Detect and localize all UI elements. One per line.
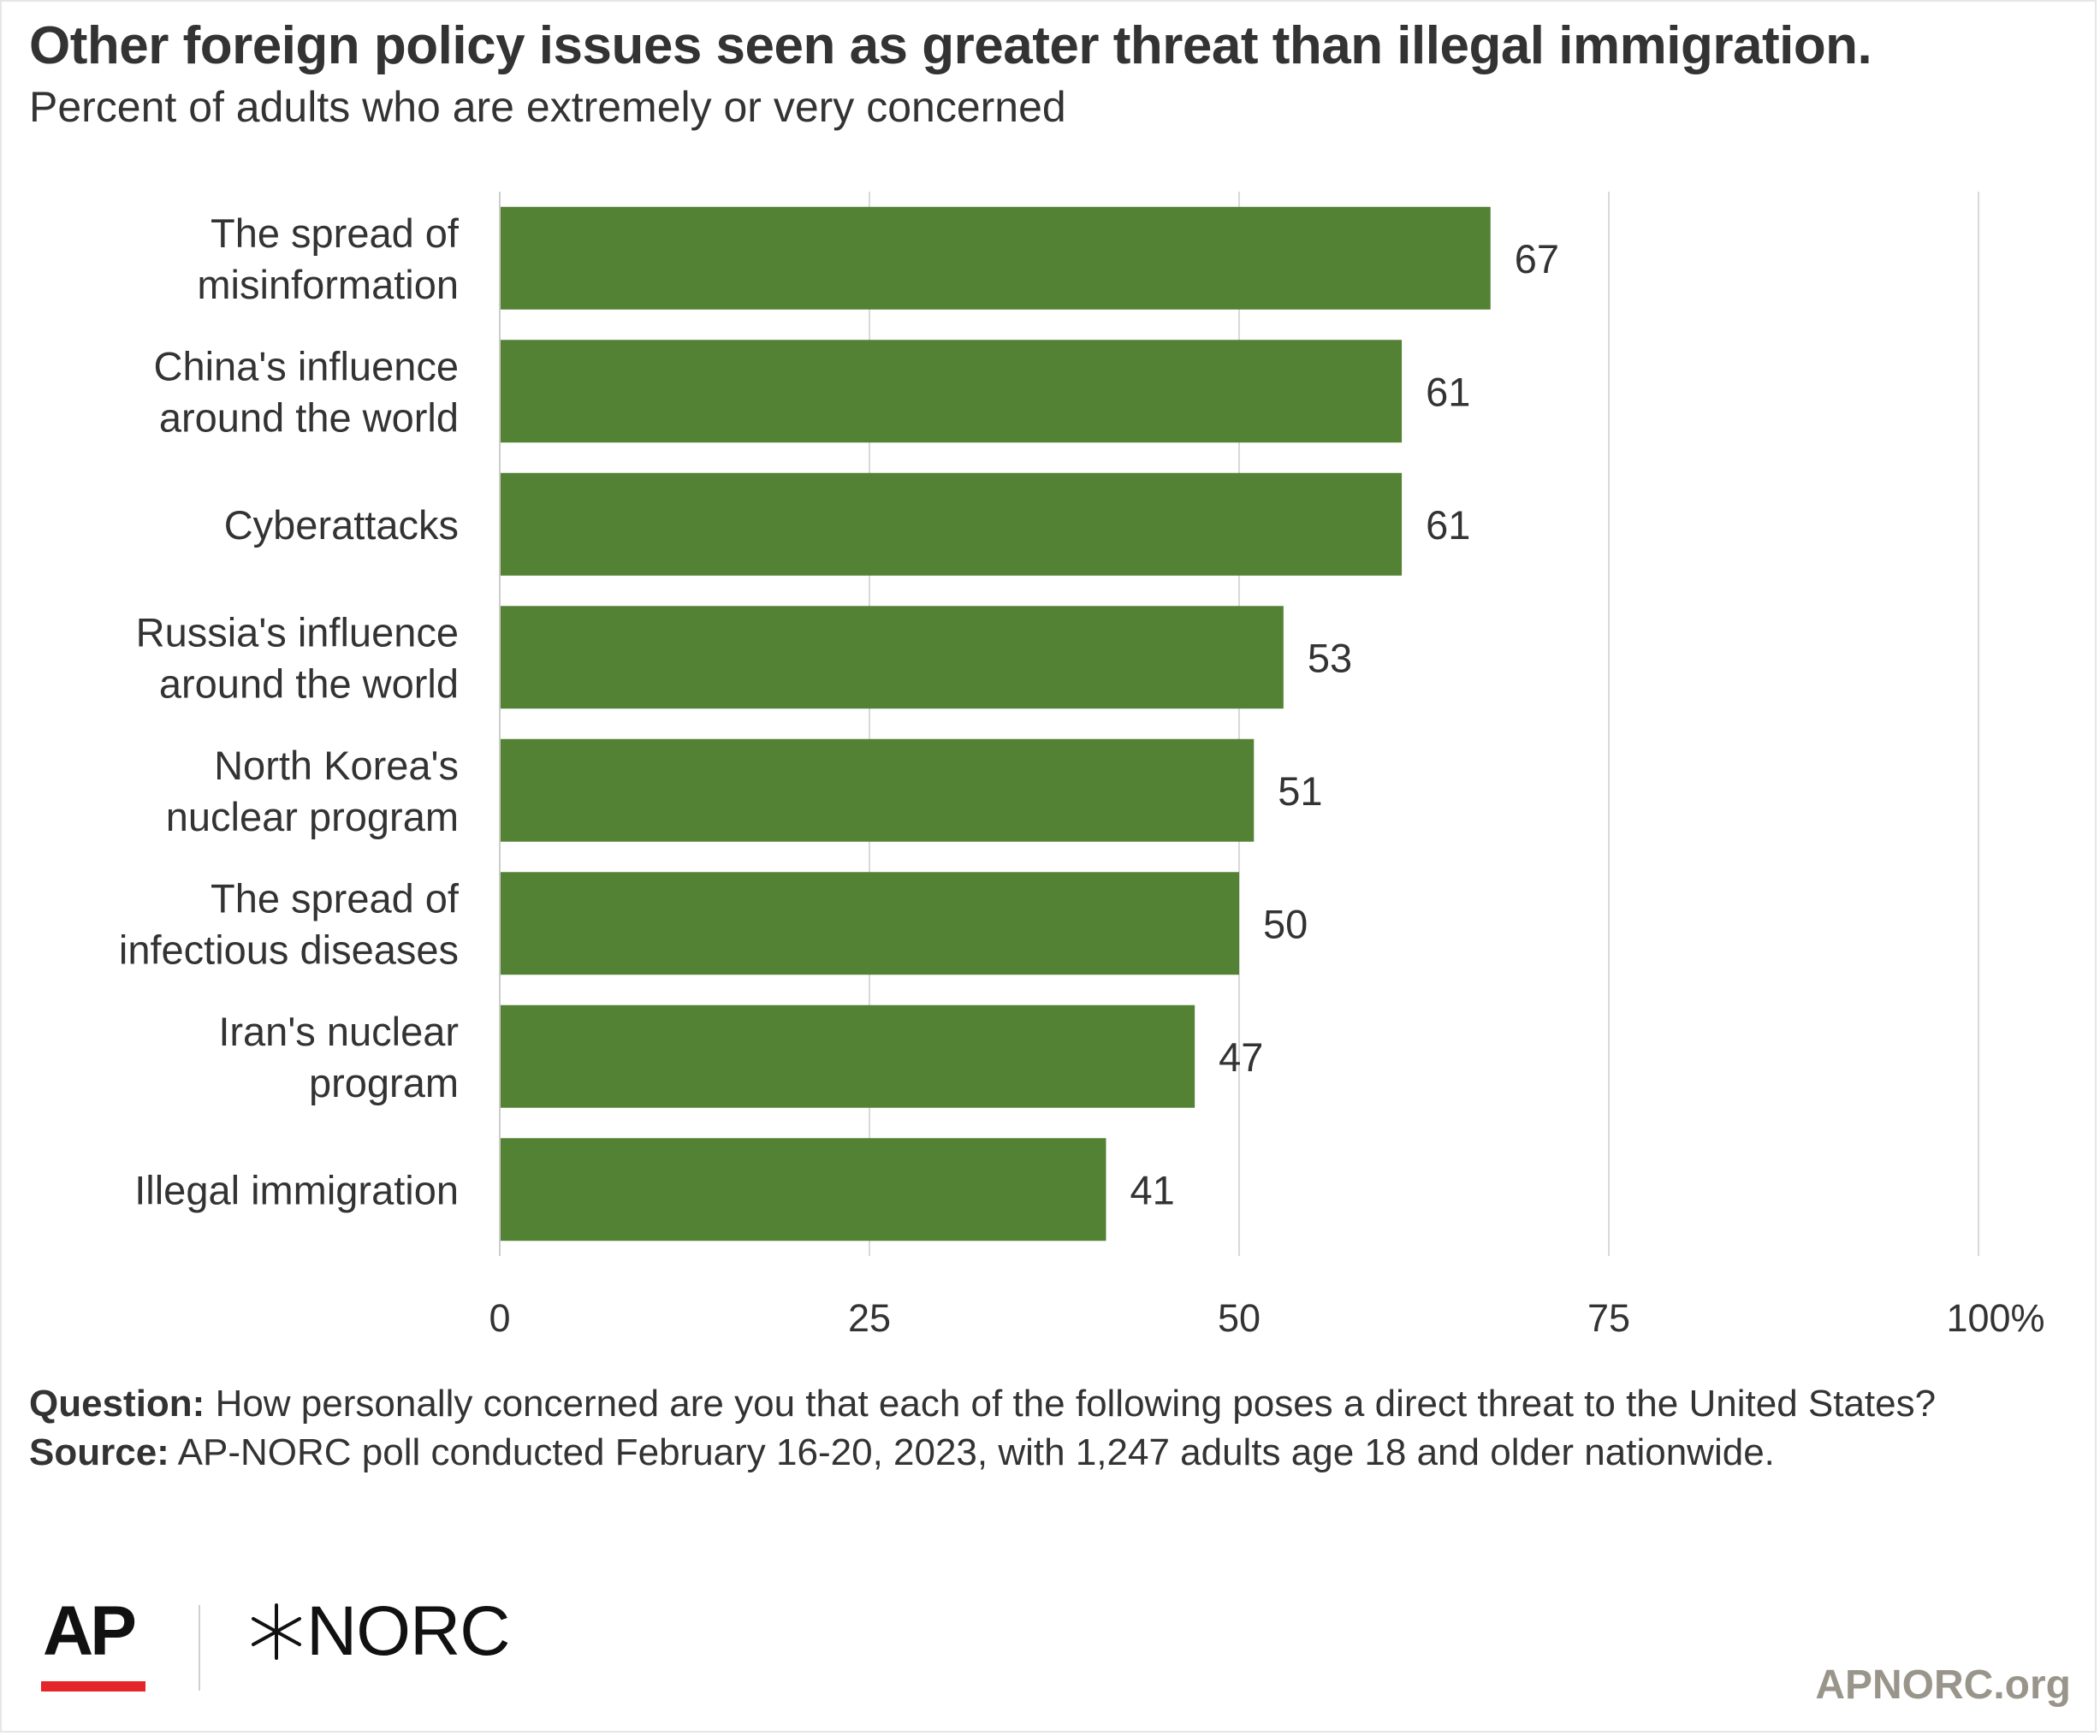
x-tick-label: 100% [1946, 1296, 2044, 1340]
category-label-line: Russia's influence [136, 609, 459, 655]
norc-logo-text: NORC [306, 1592, 510, 1670]
norc-logo: NORC [246, 1592, 510, 1670]
category-label-line: North Korea's [214, 743, 459, 788]
category-label-line: misinformation [197, 262, 459, 307]
ap-logo: AP [43, 1592, 137, 1670]
apnorc-link[interactable]: APNORC.org [1815, 1662, 2071, 1708]
category-label-line: Cyberattacks [224, 502, 459, 548]
category-label-line: China's influence [154, 343, 459, 388]
data-label: 61 [1426, 369, 1470, 414]
ap-logo-bar [41, 1681, 145, 1692]
category-label-line: The spread of [211, 875, 460, 921]
category-label-line: infectious diseases [119, 927, 459, 972]
category-label-line: around the world [159, 661, 459, 706]
x-tick-label: 0 [489, 1296, 510, 1340]
category-label-line: Illegal immigration [134, 1167, 459, 1212]
category-label: China's influence around the world [154, 343, 459, 440]
bar-chart: 0 25 50 75 100% 67 The spread of misinformation… [119, 192, 2045, 1340]
question-label: Question: [29, 1383, 205, 1425]
data-label: 67 [1515, 236, 1559, 281]
footnotes: Question: How personally concerned are y… [29, 1379, 2049, 1477]
data-label: 47 [1219, 1034, 1263, 1080]
source-note: Source: AP-NORC poll conducted February … [29, 1428, 2049, 1477]
bar [500, 738, 1255, 842]
category-label-line: Iran's nuclear [218, 1009, 459, 1054]
bar [500, 206, 1491, 310]
bar [500, 340, 1403, 443]
bar [500, 1004, 1195, 1108]
data-label: 41 [1130, 1167, 1174, 1212]
data-label: 50 [1263, 901, 1308, 946]
question-note: Question: How personally concerned are y… [29, 1379, 2049, 1428]
x-tick-label: 25 [848, 1296, 891, 1340]
category-label: Iran's nuclear program [218, 1009, 459, 1105]
category-label-line: program [309, 1060, 459, 1105]
bar [500, 872, 1239, 975]
bar [500, 606, 1284, 709]
logo-divider [199, 1605, 200, 1691]
category-label: Russia's influence around the world [136, 609, 459, 706]
data-label: 51 [1278, 768, 1322, 814]
category-label-line: The spread of [211, 210, 460, 256]
category-label: Cyberattacks [224, 502, 459, 548]
source-label: Source: [29, 1431, 169, 1473]
data-label: 53 [1308, 635, 1352, 680]
chart-subtitle: Percent of adults who are extremely or v… [29, 83, 1066, 131]
category-label: North Korea's nuclear program [166, 743, 459, 839]
data-label: 61 [1426, 502, 1470, 548]
category-label: The spread of infectious diseases [119, 875, 460, 972]
category-label: Illegal immigration [134, 1167, 459, 1212]
chart-title: Other foreign policy issues seen as grea… [29, 16, 1872, 75]
x-tick-label: 50 [1218, 1296, 1261, 1340]
bar [500, 472, 1403, 576]
category-label-line: nuclear program [166, 794, 459, 839]
source-text: AP-NORC poll conducted February 16-20, 2… [177, 1431, 1775, 1473]
category-label: The spread of misinformation [197, 210, 460, 307]
category-label-line: around the world [159, 394, 459, 440]
bar [500, 1138, 1106, 1241]
question-text: How personally concerned are you that ea… [215, 1383, 1937, 1425]
norc-star-icon [252, 1603, 301, 1660]
x-tick-label: 75 [1587, 1296, 1630, 1340]
